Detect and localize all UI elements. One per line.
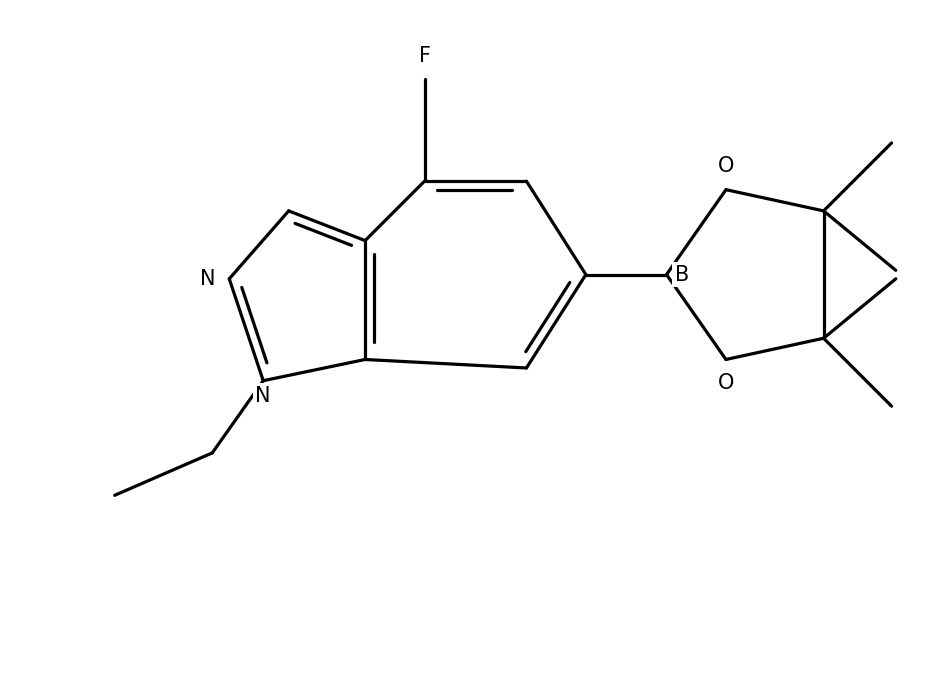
Text: N: N bbox=[200, 269, 216, 289]
Text: F: F bbox=[418, 45, 431, 66]
Text: B: B bbox=[674, 264, 689, 284]
Text: O: O bbox=[718, 373, 734, 393]
Text: N: N bbox=[256, 386, 271, 406]
Text: O: O bbox=[718, 156, 734, 176]
